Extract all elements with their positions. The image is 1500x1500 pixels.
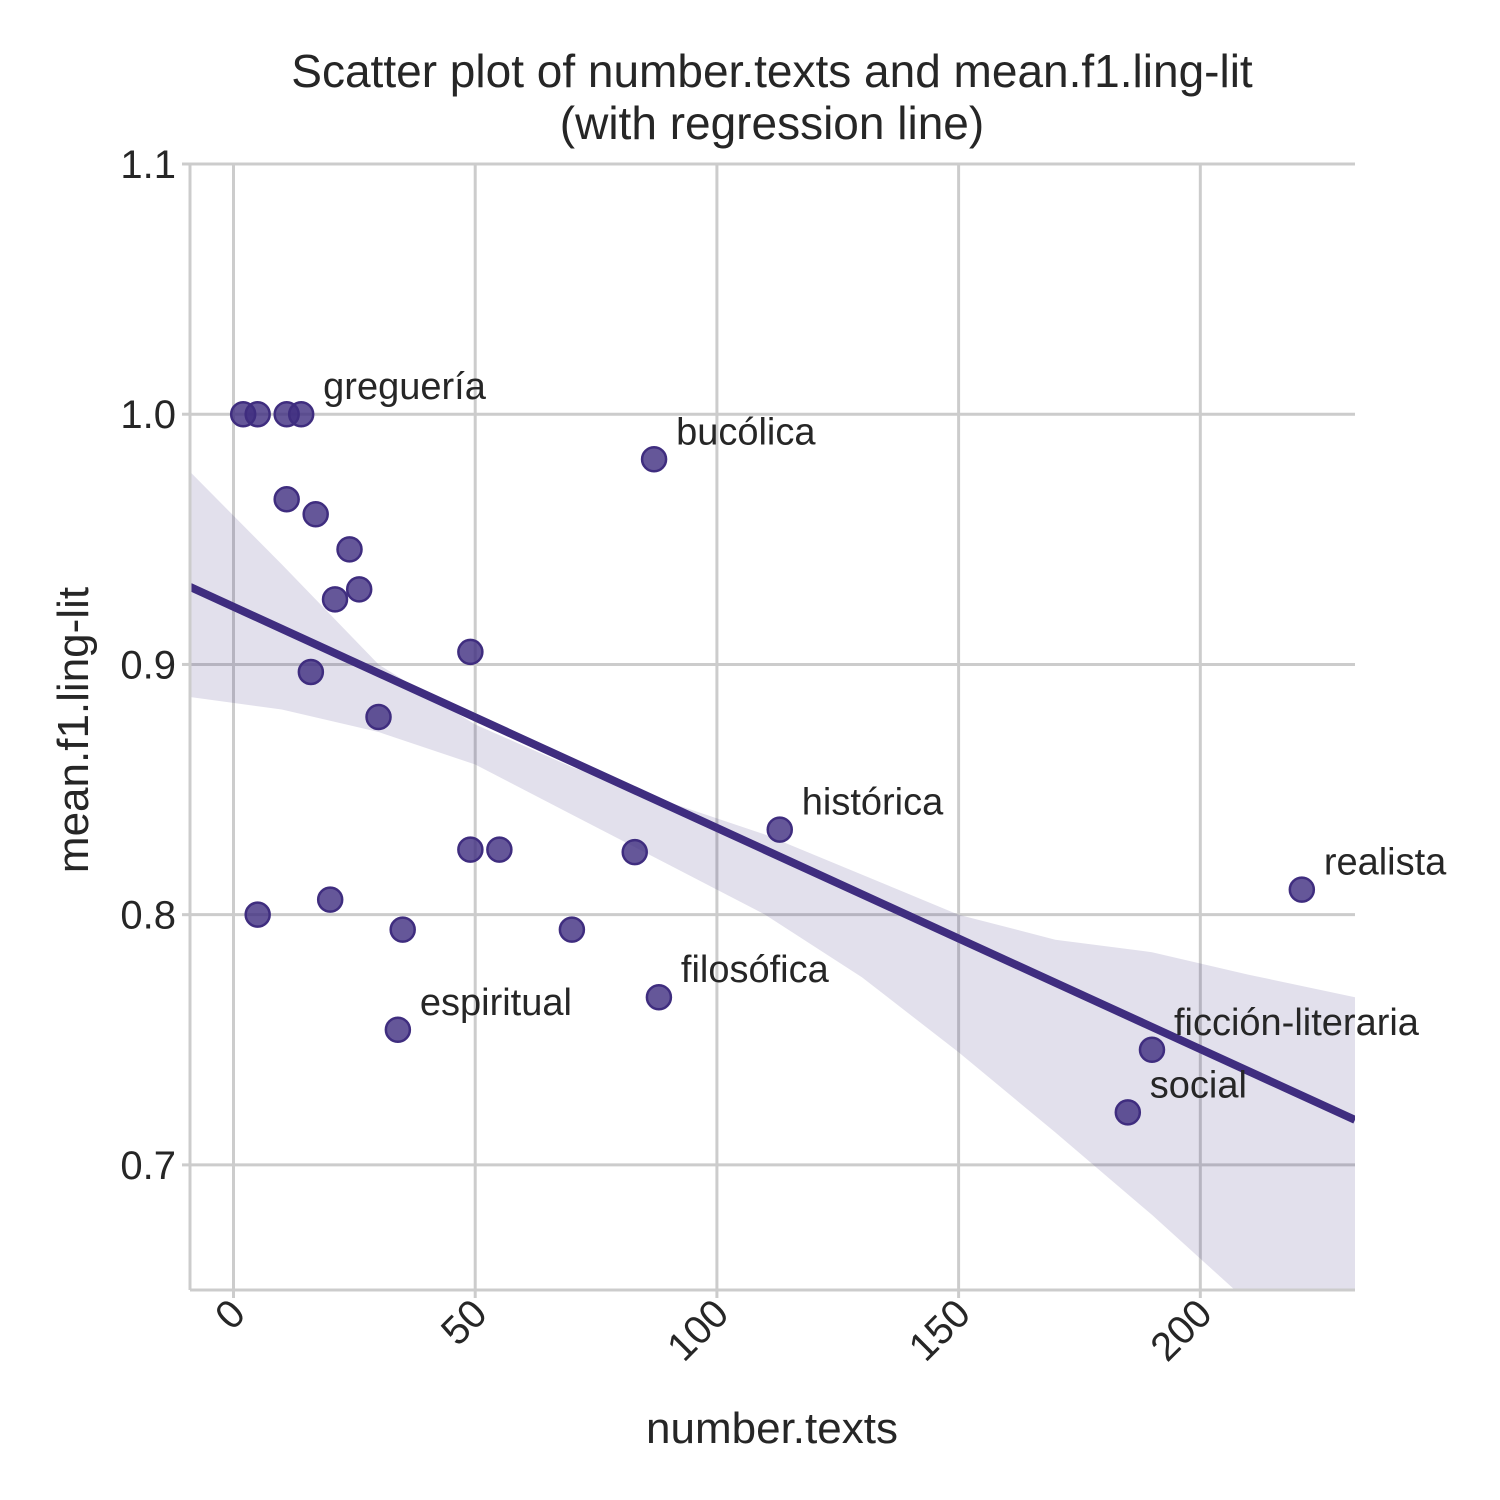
x-tick-label-1: 50 [433, 1291, 496, 1354]
scatter-point-12 [365, 703, 392, 731]
scatter-point-7 [336, 536, 363, 563]
axes-spines [188, 164, 1355, 1292]
scatter-point-22 [645, 983, 673, 1011]
scatter-point-20 [389, 916, 416, 943]
chart-title-line-1: Scatter plot of number.texts and mean.f1… [291, 45, 1253, 97]
chart-title-line-2: (with regression line) [560, 97, 984, 149]
scatter-point-10 [457, 638, 484, 666]
regression-line-group [190, 583, 1355, 1124]
y-tick-label-3: 1.0 [120, 393, 176, 437]
scatter-point-5 [273, 486, 300, 513]
scatter-point-18 [316, 886, 344, 913]
scatter-point-24 [1138, 1036, 1166, 1064]
tick-labels: 0.7 0.8 0.9 1.0 1.1 0 50 100 150 200 [120, 143, 1220, 1370]
scatter-points [229, 400, 1316, 1126]
annotation-22: filosófica [681, 949, 830, 991]
annotation-25: social [1150, 1064, 1247, 1106]
x-tick-label-3: 150 [901, 1291, 979, 1369]
annotation-23: espiritual [420, 982, 572, 1024]
y-tick-label-1: 0.8 [120, 894, 176, 938]
scatter-point-19 [244, 901, 271, 928]
scatter-point-3 [287, 400, 315, 428]
scatter-point-8 [345, 576, 373, 603]
scatter-point-23 [384, 1016, 412, 1044]
annotation-4: bucólica [676, 411, 816, 453]
scatter-point-4 [640, 446, 668, 473]
scatter-point-17 [1288, 876, 1316, 903]
confidence-band-area [190, 471, 1355, 1290]
y-axis-label: mean.f1.ling-lit [49, 587, 98, 873]
scatter-point-14 [457, 836, 484, 863]
annotation-13: histórica [802, 782, 944, 824]
scatter-point-25 [1114, 1099, 1142, 1126]
x-tick-label-2: 100 [659, 1291, 737, 1369]
point-annotations: greguería bucólica histórica realista filosó… [323, 366, 1447, 1106]
scatter-point-13 [766, 816, 794, 843]
annotation-3: greguería [323, 366, 487, 408]
scatter-point-15 [486, 836, 513, 863]
y-tick-label-0: 0.7 [120, 1144, 176, 1188]
y-tick-label-2: 0.9 [120, 643, 176, 687]
scatter-point-11 [297, 658, 325, 686]
x-tick-label-0: 0 [207, 1291, 254, 1338]
scatter-point-16 [621, 838, 648, 866]
regression-line [190, 583, 1355, 1124]
scatter-point-6 [302, 501, 329, 528]
scatter-point-9 [321, 586, 349, 613]
scatter-point-1 [244, 400, 271, 428]
annotation-17: realista [1324, 842, 1447, 884]
annotation-24: ficción-literaria [1174, 1002, 1420, 1044]
x-axis-label: number.texts [646, 1404, 898, 1453]
confidence-band [190, 471, 1355, 1290]
x-tick-label-4: 200 [1142, 1291, 1220, 1369]
y-tick-label-4: 1.1 [120, 143, 176, 187]
scatter-point-21 [558, 916, 586, 943]
grid-lines [190, 162, 1355, 1290]
